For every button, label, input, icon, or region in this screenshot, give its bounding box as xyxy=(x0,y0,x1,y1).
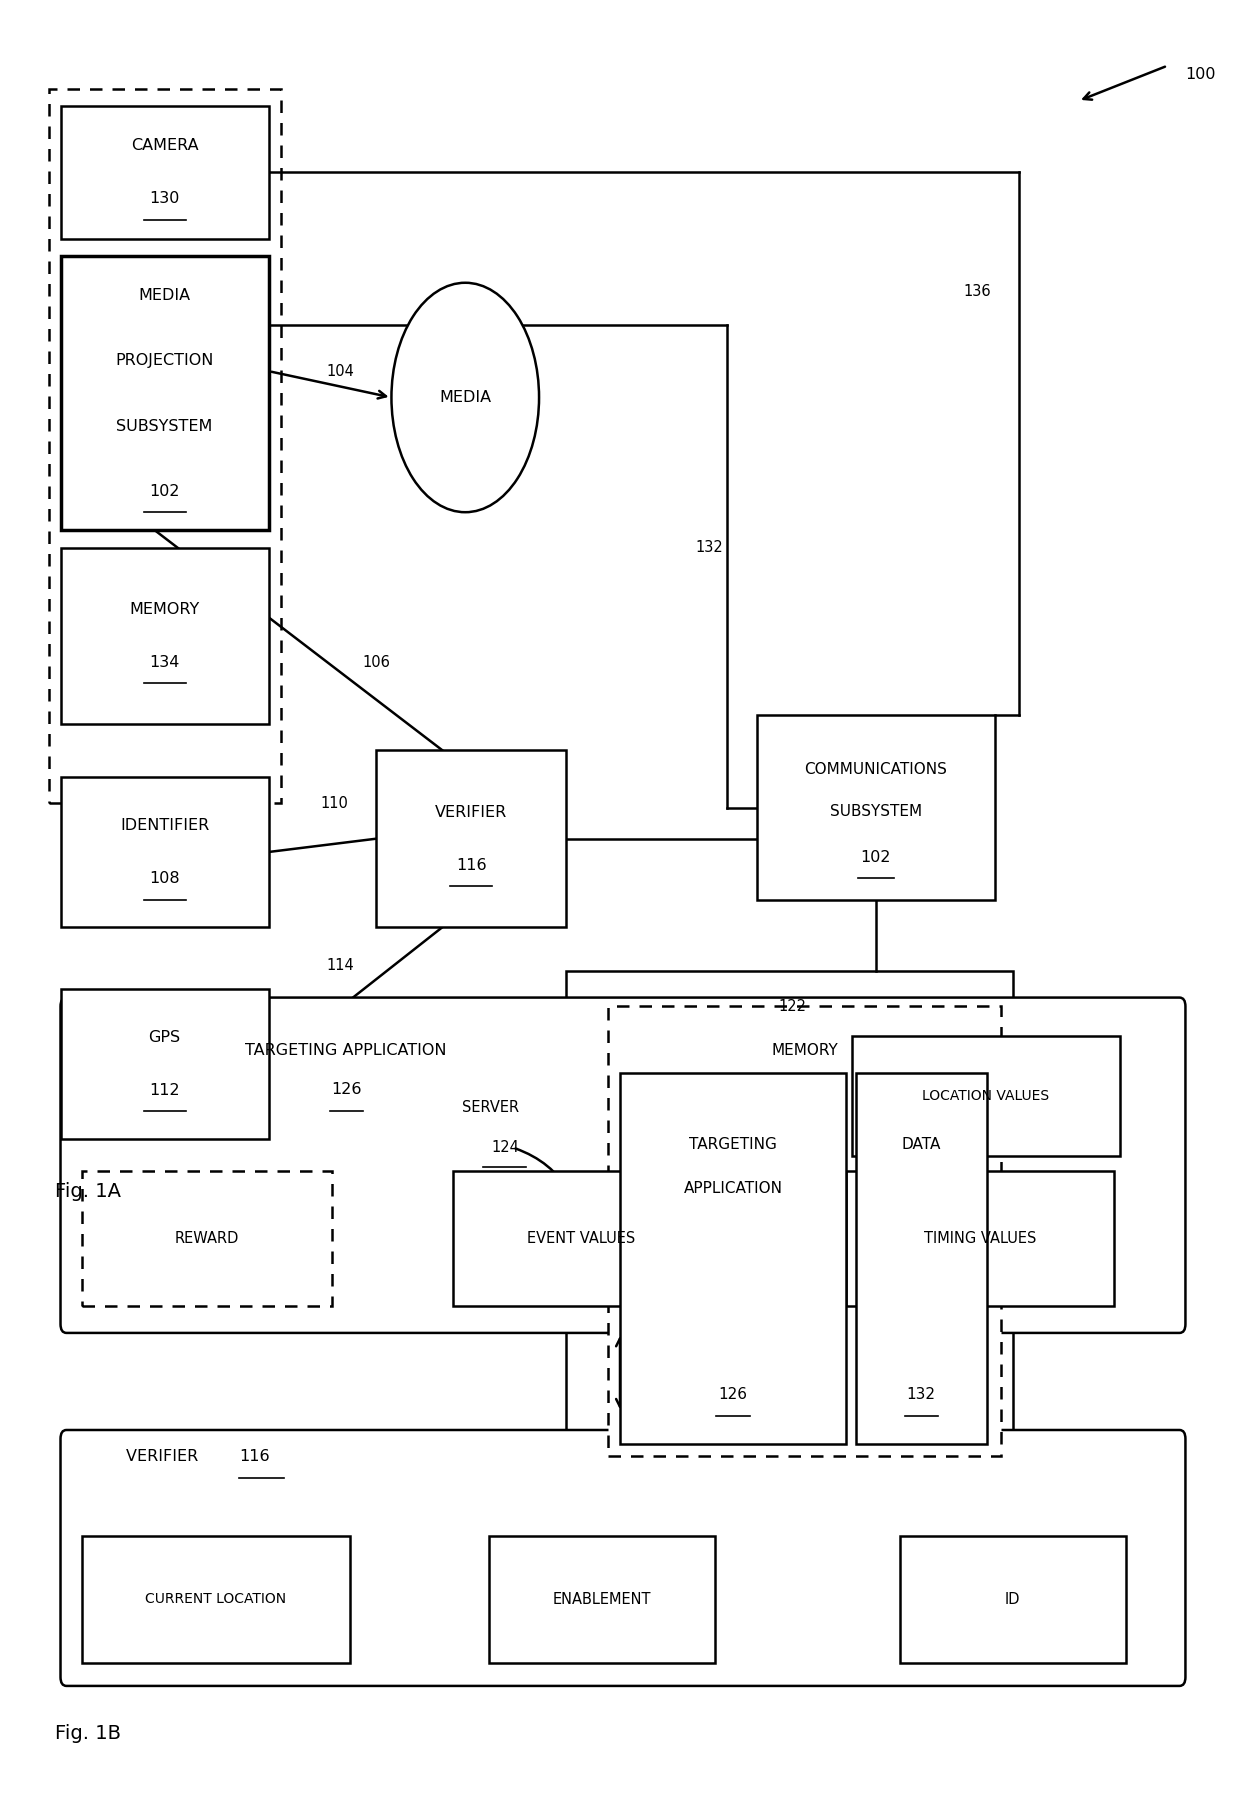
Text: VERIFIER: VERIFIER xyxy=(126,1450,203,1464)
Text: EVENT VALUES: EVENT VALUES xyxy=(527,1232,635,1246)
Text: TARGETING: TARGETING xyxy=(689,1136,777,1151)
Text: 136: 136 xyxy=(963,285,991,299)
Text: SUBSYSTEM: SUBSYSTEM xyxy=(117,420,213,434)
Bar xyxy=(454,1171,709,1306)
Bar xyxy=(61,776,269,928)
Text: MEDIA: MEDIA xyxy=(439,391,491,405)
Text: 110: 110 xyxy=(320,796,348,810)
Bar xyxy=(489,1536,715,1662)
Text: VERIFIER: VERIFIER xyxy=(435,805,507,819)
Text: 112: 112 xyxy=(149,1082,180,1099)
FancyBboxPatch shape xyxy=(61,998,1185,1333)
Bar xyxy=(756,715,994,900)
Bar xyxy=(376,751,567,928)
Text: ENABLEMENT: ENABLEMENT xyxy=(553,1592,651,1606)
Text: 116: 116 xyxy=(456,857,486,873)
Text: 114: 114 xyxy=(326,958,355,973)
Text: GPS: GPS xyxy=(149,1030,181,1045)
Text: ID: ID xyxy=(1006,1592,1021,1606)
Text: 134: 134 xyxy=(150,656,180,670)
Bar xyxy=(61,106,269,238)
Bar xyxy=(82,1171,332,1306)
Text: 102: 102 xyxy=(150,483,180,499)
Text: MEDIA: MEDIA xyxy=(139,288,191,303)
FancyBboxPatch shape xyxy=(61,1430,1185,1686)
Text: MEMORY: MEMORY xyxy=(129,602,200,616)
Text: 126: 126 xyxy=(719,1387,748,1403)
Text: PROJECTION: PROJECTION xyxy=(115,353,213,367)
Bar xyxy=(852,1036,1120,1156)
Text: 122: 122 xyxy=(779,1000,806,1014)
Bar xyxy=(82,1536,350,1662)
Text: 132: 132 xyxy=(696,540,723,555)
Text: MEMORY: MEMORY xyxy=(771,1043,838,1057)
Text: 128: 128 xyxy=(789,1084,820,1099)
Text: 100: 100 xyxy=(1185,67,1216,83)
Text: Fig. 1A: Fig. 1A xyxy=(55,1181,120,1201)
Bar xyxy=(856,1073,987,1444)
Ellipse shape xyxy=(392,283,539,511)
Text: 102: 102 xyxy=(861,850,892,864)
Text: 106: 106 xyxy=(362,656,389,670)
Text: SUBSYSTEM: SUBSYSTEM xyxy=(830,803,923,819)
Text: DATA: DATA xyxy=(901,1136,941,1151)
Bar xyxy=(61,989,269,1138)
Text: SERVER: SERVER xyxy=(461,1099,518,1115)
Text: 116: 116 xyxy=(239,1450,269,1464)
Text: TARGETING APPLICATION: TARGETING APPLICATION xyxy=(246,1043,446,1057)
Text: COMMUNICATIONS: COMMUNICATIONS xyxy=(805,762,947,776)
Text: CURRENT LOCATION: CURRENT LOCATION xyxy=(145,1592,286,1606)
Bar xyxy=(608,1007,1001,1457)
Text: CAMERA: CAMERA xyxy=(131,139,198,153)
Bar xyxy=(620,1073,846,1444)
Bar xyxy=(48,88,280,803)
Bar xyxy=(846,1171,1114,1306)
Text: 104: 104 xyxy=(326,364,355,378)
Text: APPLICATION: APPLICATION xyxy=(683,1181,782,1196)
Bar xyxy=(900,1536,1126,1662)
Text: 124: 124 xyxy=(491,1140,518,1154)
Bar xyxy=(61,548,269,724)
Text: LOCATION VALUES: LOCATION VALUES xyxy=(923,1090,1049,1104)
Text: 108: 108 xyxy=(149,872,180,886)
Text: 126: 126 xyxy=(331,1082,361,1097)
Text: REWARD: REWARD xyxy=(175,1232,239,1246)
Text: 132: 132 xyxy=(906,1387,936,1403)
Bar xyxy=(61,256,269,529)
Text: Fig. 1B: Fig. 1B xyxy=(55,1724,120,1743)
Text: IDENTIFIER: IDENTIFIER xyxy=(120,818,210,834)
Text: TIMING VALUES: TIMING VALUES xyxy=(924,1232,1037,1246)
Text: 130: 130 xyxy=(150,191,180,207)
Bar xyxy=(567,971,1013,1473)
